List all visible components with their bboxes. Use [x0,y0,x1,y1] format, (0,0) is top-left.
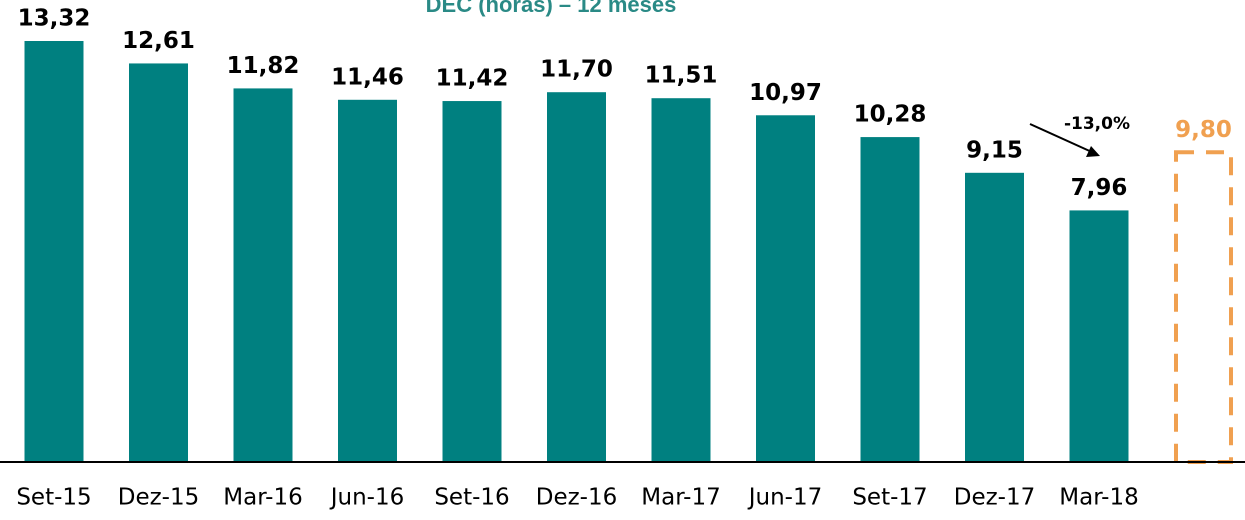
x-tick-label: Mar-18 [1059,485,1139,511]
value-label: 11,42 [436,66,509,92]
value-label: 10,97 [749,80,822,106]
bar [965,172,1024,462]
value-label: 11,51 [645,63,718,89]
value-label: 9,80 [1175,117,1232,143]
x-tick-label: Dez-16 [536,485,618,511]
value-label: 7,96 [1071,175,1128,201]
bar [547,92,606,463]
bar [651,98,711,463]
annotation-arrow [1029,123,1095,154]
annotation: -13,0% [1064,114,1130,134]
x-tick-label: Mar-17 [641,485,721,511]
bar [756,115,815,463]
x-tick-label: Mar-16 [223,485,303,511]
arrow-head [1086,146,1100,157]
bar [1069,210,1129,462]
chart-title: DEC (horas) – 12 meses [426,0,677,17]
x-tick-label: Set-17 [852,485,927,511]
value-label: 11,46 [331,64,404,90]
bar [338,99,397,462]
target-bar [1174,150,1233,464]
value-label: 13,32 [18,6,91,32]
value-label: 9,15 [966,137,1023,163]
x-tick-label: Jun-17 [747,485,823,511]
x-tick-label: Set-15 [16,485,91,511]
value-label: 12,61 [122,28,195,54]
value-label: 11,70 [540,57,613,83]
bar [442,101,502,462]
bar [860,137,920,462]
bar [129,63,188,463]
bar [24,41,84,462]
x-tick-label: Jun-16 [329,485,405,511]
value-label: 10,28 [854,102,927,128]
x-tick-label: Set-16 [434,485,509,511]
value-label: 11,82 [227,53,300,79]
bar [233,88,293,462]
x-tick-label: Dez-17 [954,485,1036,511]
x-tick-label: Dez-15 [118,485,200,511]
